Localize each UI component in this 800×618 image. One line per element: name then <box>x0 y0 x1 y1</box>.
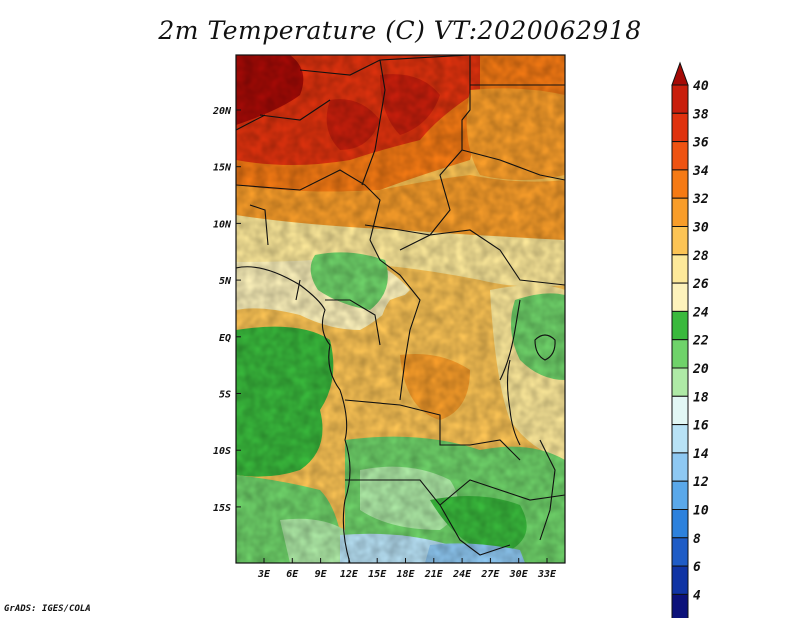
colorbar-segment <box>671 593 689 618</box>
colorbar-segment <box>671 310 689 341</box>
map-frame <box>235 54 566 564</box>
lat-tick-label: 5S <box>219 390 231 401</box>
lon-tick-label: 3E <box>257 569 271 580</box>
colorbar-segment <box>671 395 689 426</box>
colorbar-segment <box>671 509 689 539</box>
colorbar-segment <box>671 537 689 567</box>
lon-tick-label: 18E <box>396 569 415 580</box>
colorbar-segment <box>671 112 689 143</box>
colorbar-segment <box>671 254 689 284</box>
colorbar-label: 24 <box>692 305 709 320</box>
lon-tick-label: 27E <box>480 569 500 580</box>
colorbar-segment <box>671 339 689 369</box>
longitude-axis: 3E 6E 9E 12E 15E 18E 21E 24E 27E 30E 33E <box>257 558 557 580</box>
country-borders <box>236 55 565 563</box>
colorbar-segment <box>671 424 689 454</box>
colorbar-segment <box>671 367 689 397</box>
lat-tick-label: 5N <box>219 276 232 287</box>
temperature-field <box>236 55 565 563</box>
colorbar-label: 36 <box>692 136 709 151</box>
lon-tick-label: 9E <box>315 569 328 580</box>
colorbar-segment <box>671 197 689 227</box>
colorbar-label: 12 <box>693 475 709 490</box>
lon-tick-label: 30E <box>509 569 529 580</box>
grads-credit: GrADS: IGES/COLA <box>4 604 91 614</box>
colorbar-label: 22 <box>692 334 709 349</box>
colorbar-segment <box>671 84 689 114</box>
colorbar-top-arrow <box>671 61 689 86</box>
lat-tick-label: 20N <box>212 106 232 117</box>
colorbar-label: 38 <box>692 107 709 122</box>
colorbar-segment <box>671 282 689 312</box>
lon-tick-label: 12E <box>340 569 359 580</box>
colorbar-label: 32 <box>692 192 709 207</box>
lon-tick-label: 33E <box>537 569 557 580</box>
colorbar-label: 18 <box>693 390 709 405</box>
lat-tick-label: 15N <box>213 163 232 174</box>
colorbar-label: 10 <box>693 504 709 519</box>
colorbar-segment <box>671 141 689 171</box>
lon-tick-label: 24E <box>452 569 472 580</box>
lon-tick-label: 6E <box>286 569 299 580</box>
colorbar-segment <box>671 226 689 256</box>
colorbar-label: 16 <box>693 419 709 434</box>
lat-tick-label: EQ <box>219 333 231 344</box>
lat-tick-label: 10S <box>213 446 231 457</box>
colorbar: 40 38 36 34 32 30 28 26 24 22 20 18 16 14 12 10 8 6 4 2 <box>671 61 709 618</box>
colorbar-label: 4 <box>693 588 701 603</box>
colorbar-segment <box>671 480 689 511</box>
colorbar-label: 2 <box>692 617 701 618</box>
colorbar-label: 20 <box>692 362 709 377</box>
lat-tick-label: 15S <box>213 503 231 514</box>
latitude-axis: 20N 15N 10N 5N EQ 5S 10S 15S <box>212 106 241 514</box>
colorbar-label: 26 <box>692 277 709 292</box>
map-title: 2m Temperature (C) VT:2020062918 <box>158 16 642 45</box>
colorbar-segment <box>671 452 689 482</box>
colorbar-segment <box>671 169 689 199</box>
colorbar-label: 8 <box>693 532 701 547</box>
colorbar-label: 28 <box>692 249 709 264</box>
colorbar-label: 30 <box>692 221 709 236</box>
colorbar-label: 40 <box>693 79 709 94</box>
lon-tick-label: 21E <box>424 569 444 580</box>
colorbar-label: 14 <box>693 447 709 462</box>
colorbar-label: 34 <box>692 164 709 179</box>
lon-tick-label: 15E <box>368 569 387 580</box>
colorbar-label: 6 <box>693 560 701 575</box>
lat-tick-label: 10N <box>213 219 232 230</box>
colorbar-segment <box>671 565 689 595</box>
